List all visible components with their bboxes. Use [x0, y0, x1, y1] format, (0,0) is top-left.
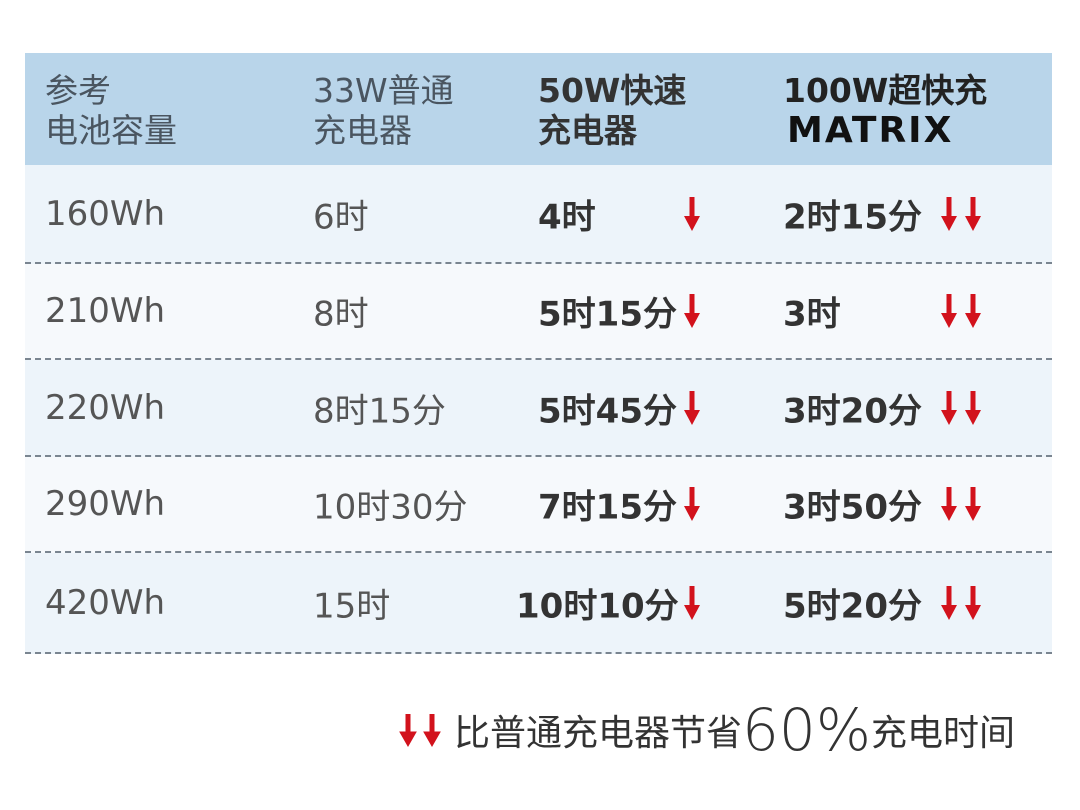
- down-arrow-icon: [684, 294, 700, 328]
- header-line: 33W普通: [313, 71, 454, 110]
- double-arrow-icon: [941, 196, 981, 231]
- table-row: 220Wh 8时15分 5时45分 3时20分: [25, 360, 1052, 457]
- footer-highlight: 60%: [742, 696, 871, 764]
- header-cell: 100W超快充 MATRIX: [783, 71, 987, 151]
- brand-logo: MATRIX: [787, 110, 954, 151]
- table-cell: 290Wh: [45, 484, 166, 524]
- table-header: 参考 电池容量 33W普通 充电器 50W快速 充电器 100W超快充 MATRIX: [25, 53, 1052, 165]
- double-arrow-icon: [941, 487, 981, 521]
- table-cell: 160Wh: [45, 193, 166, 234]
- header-cell: 参考 电池容量: [45, 71, 177, 151]
- down-arrow-icon: [684, 196, 700, 231]
- double-arrow-icon: [941, 585, 981, 620]
- down-arrow-icon: [684, 487, 700, 521]
- footer-suffix: 充电时间: [870, 713, 1015, 754]
- footer: 比普通充电器节省 60% 充电时间: [398, 695, 1015, 765]
- table-cell: 210Wh: [45, 291, 166, 331]
- table-cell: 10时10分: [516, 586, 679, 626]
- header-line: 充电器: [538, 111, 637, 150]
- table-cell: 420Wh: [45, 582, 166, 623]
- table-cell: 10时30分: [313, 487, 468, 528]
- table-cell: 3时50分: [783, 487, 922, 528]
- table-cell: 8时15分: [313, 391, 446, 431]
- double-arrow-icon: [941, 390, 981, 425]
- table-cell: 3时: [783, 294, 841, 335]
- down-arrow-icon: [684, 390, 700, 425]
- table-cell: 4时: [538, 197, 596, 237]
- table-cell: 6时: [313, 197, 369, 237]
- table-cell: 3时20分: [783, 391, 922, 431]
- header-line: 50W快速: [538, 71, 687, 110]
- header-line: 电池容量: [45, 111, 177, 150]
- table-row: 420Wh 15时 10时10分 5时20分: [25, 553, 1052, 654]
- header-line: 参考: [45, 71, 111, 110]
- table-row: 160Wh 6时 4时 2时15分: [25, 165, 1052, 264]
- header-line: 100W超快充: [783, 71, 988, 110]
- table-row: 290Wh 10时30分 7时15分 3时50分: [25, 457, 1052, 553]
- table-cell: 5时20分: [783, 586, 922, 626]
- header-cell: 33W普通 充电器: [313, 71, 454, 151]
- header-cell: 50W快速 充电器: [538, 71, 686, 151]
- footer-text: 比普通充电器节省: [454, 713, 743, 754]
- comparison-table: 参考 电池容量 33W普通 充电器 50W快速 充电器 100W超快充 MATRIX 160Wh…: [25, 53, 1052, 654]
- table-cell: 15时: [313, 586, 391, 626]
- table-cell: 7时15分: [538, 487, 677, 528]
- double-arrow-icon: [399, 714, 441, 748]
- table-row: 210Wh 8时 5时15分 3时: [25, 264, 1052, 360]
- table-cell: 5时45分: [538, 391, 677, 431]
- header-line: 充电器: [313, 111, 412, 150]
- table-cell: 220Wh: [45, 387, 166, 428]
- double-arrow-icon: [941, 294, 981, 328]
- table-cell: 2时15分: [783, 197, 922, 237]
- table-cell: 8时: [313, 294, 369, 335]
- table-cell: 5时15分: [538, 294, 677, 335]
- down-arrow-icon: [684, 585, 700, 620]
